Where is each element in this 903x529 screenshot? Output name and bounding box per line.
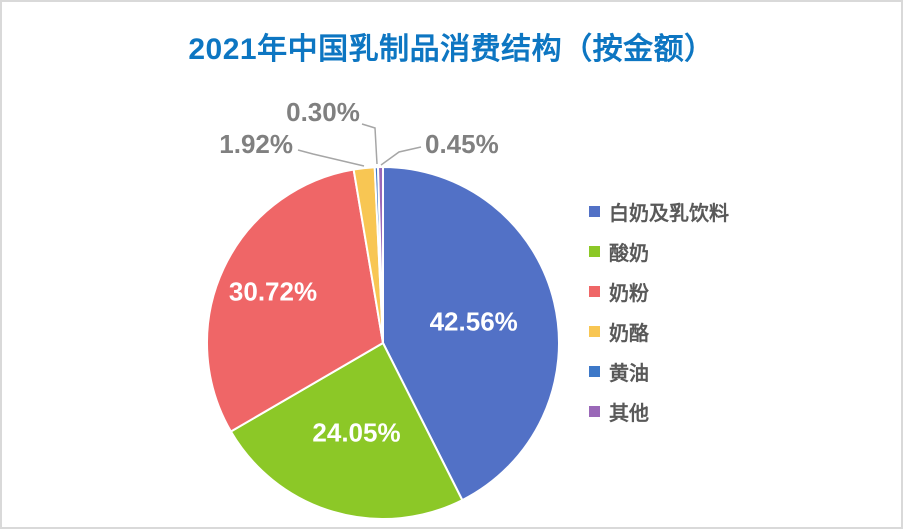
legend-swatch-icon (589, 405, 600, 417)
pie-label-milk-powder: 30.72% (229, 277, 317, 307)
leader-line-other (380, 146, 422, 166)
pie-slice-white-milk-and-milk-drinks (382, 166, 560, 502)
pie-label-white-milk-and-milk-drinks: 42.56% (430, 306, 518, 336)
leader-line-butter (361, 123, 378, 165)
legend-swatch-icon (589, 325, 600, 337)
legend-label: 黄油 (609, 362, 649, 385)
legend-label: 白奶及乳饮料 (609, 202, 729, 225)
legend-label: 奶酪 (609, 322, 649, 345)
legend-label: 奶粉 (609, 282, 649, 305)
pie-label-other: 0.45% (425, 129, 499, 159)
legend-label: 酸奶 (609, 242, 649, 265)
legend-item-yogurt: 酸奶 (589, 231, 729, 271)
pie-label-cheese: 1.92% (219, 129, 293, 159)
leader-line-cheese (297, 149, 365, 167)
chart-legend: 白奶及乳饮料 酸奶奶粉奶酪黄油其他 (589, 191, 729, 431)
legend-swatch-icon (589, 285, 600, 297)
legend-swatch-icon (589, 205, 600, 217)
pie-label-yogurt: 24.05% (312, 417, 400, 447)
legend-item-white-milk-and-milk-drinks: 白奶及乳饮料 (589, 191, 729, 231)
legend-item-milk-powder: 奶粉 (589, 271, 729, 311)
legend-item-other: 其他 (589, 391, 729, 431)
legend-item-butter: 黄油 (589, 351, 729, 391)
pie-slice-other (377, 165, 384, 344)
pie-slice-yogurt (229, 342, 464, 520)
pie-slice-milk-powder (206, 168, 384, 433)
legend-swatch-icon (589, 245, 600, 257)
pie-label-butter: 0.30% (286, 97, 360, 127)
legend-label: 其他 (609, 402, 649, 425)
chart-title: 2021年中国乳制品消费结构（按金额） (188, 33, 715, 66)
legend-item-cheese: 奶酪 (589, 311, 729, 351)
legend-swatch-icon (589, 365, 600, 377)
